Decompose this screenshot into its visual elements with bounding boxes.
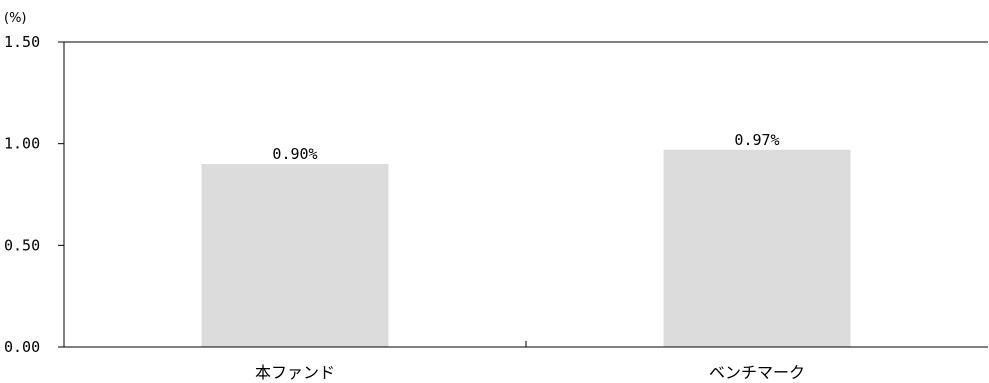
bar-1 (201, 164, 389, 347)
y-tick-label: 1.50 (4, 33, 40, 51)
data-label: 0.90% (272, 145, 317, 163)
y-unit-label: (%) (4, 11, 27, 26)
y-tick-label: 0.00 (4, 338, 40, 356)
x-category-label: 本ファンド (255, 363, 335, 382)
y-tick-label: 0.50 (4, 236, 40, 254)
y-tick-label: 1.00 (4, 135, 40, 153)
bar-2 (663, 149, 851, 347)
data-label: 0.97% (734, 131, 779, 149)
x-category-label: ベンチマーク (709, 363, 805, 382)
